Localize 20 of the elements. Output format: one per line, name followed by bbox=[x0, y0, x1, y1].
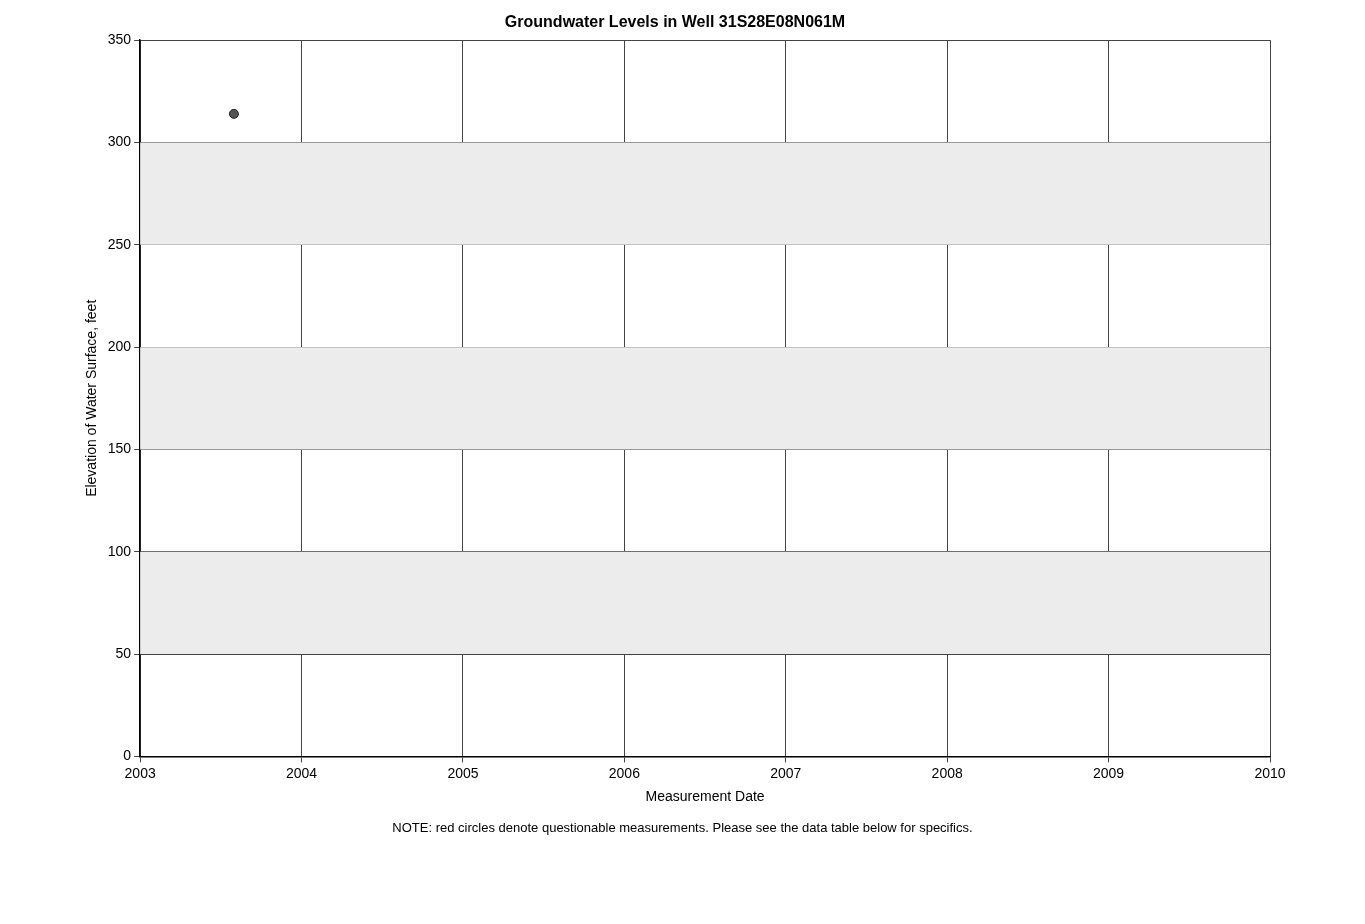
x-tick-label: 2003 bbox=[124, 764, 156, 781]
x-tick-label: 2005 bbox=[447, 764, 479, 781]
y-tick-label: 0 bbox=[123, 747, 132, 764]
x-tick-label: 2010 bbox=[1254, 764, 1286, 781]
y-tick-label: 300 bbox=[107, 133, 132, 150]
y-tick-label: 200 bbox=[107, 338, 132, 354]
chart-title: Groundwater Levels in Well 31S28E08N061M bbox=[504, 13, 846, 31]
y-tick-label: 100 bbox=[107, 542, 132, 559]
x-tick-label: 2004 bbox=[285, 764, 318, 781]
x-axis-title: Measurement Date bbox=[645, 788, 765, 805]
y-tick-label: 350 bbox=[107, 31, 132, 48]
x-tick-label: 2008 bbox=[931, 764, 963, 781]
x-tick-label: 2007 bbox=[770, 764, 802, 781]
x-tick-label: 2006 bbox=[608, 764, 641, 781]
text: NOTE: red circles denote questionable measurements. Please see the data table below for specifics. bbox=[391, 820, 974, 835]
y-tick-label: 50 bbox=[115, 644, 132, 661]
y-tick-label: 150 bbox=[107, 440, 132, 457]
y-axis-title: Elevation of Water Surface, feet bbox=[83, 299, 100, 497]
x-tick-label: 2009 bbox=[1093, 764, 1125, 781]
y-tick-label: 250 bbox=[107, 235, 132, 252]
